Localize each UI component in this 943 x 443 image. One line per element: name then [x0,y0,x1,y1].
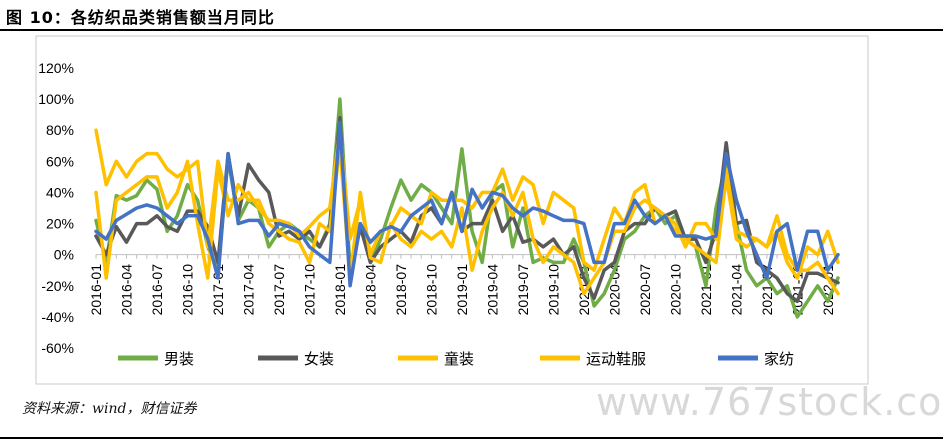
y-tick-label: -60% [41,340,74,356]
chart-frame [35,35,869,385]
x-axis: 2016-01 2016-04 2016-07 2016-10 2017-01 2017-… [88,254,839,316]
legend: 男装 女装 童装 运动鞋服 家纺 [118,350,794,368]
x-tick-label: 2019-01 [454,264,470,316]
series-line-2 [94,144,840,296]
series-lines [94,97,840,319]
x-tick-label: 2017-01 [210,264,226,316]
x-tick-label: 2018-07 [393,264,409,316]
watermark: www.767stock.com [596,380,943,424]
x-tick-label: 2020-10 [667,264,683,316]
x-tick-label: 2016-10 [179,264,195,316]
y-tick-label: 120% [38,60,74,76]
x-tick-label: 2017-10 [301,264,317,316]
x-tick-label: 2021-07 [759,264,775,316]
x-tick-label: 2021-04 [728,264,744,316]
y-tick-label: 20% [46,216,74,232]
series-line-4 [94,120,840,288]
y-tick-label: 60% [46,153,74,169]
y-tick-label: 80% [46,122,74,138]
legend-label-2: 童装 [444,350,474,368]
y-tick-label: 100% [38,91,74,107]
y-tick-label: 40% [46,184,74,200]
x-tick-label: 2020-07 [637,264,653,316]
y-tick-label: -20% [41,278,74,294]
x-tick-label: 2017-07 [271,264,287,316]
top-rule [0,29,943,31]
y-axis: -60% -40% -20% 0% 20% 40% 60% 80% 100% 120% [38,60,74,356]
y-tick-label: 0% [54,247,74,263]
x-tick-label: 2019-07 [515,264,531,316]
x-tick-label: 2016-07 [149,264,165,316]
bottom-rule [0,437,943,439]
y-tick-label: -40% [41,309,74,325]
x-tick-label: 2018-01 [332,264,348,316]
legend-label-1: 女装 [304,350,334,368]
x-tick-label: 2018-10 [423,264,439,316]
x-tick-label: 2019-10 [545,264,561,316]
x-tick-label: 2016-01 [88,264,104,316]
legend-label-0: 男装 [164,350,194,368]
x-tick-label: 2021-01 [698,264,714,316]
x-tick-label: 2016-04 [118,264,134,316]
legend-label-4: 家纺 [764,350,794,368]
source-note: 资料来源：wind，财信证券 [22,401,197,417]
x-tick-label: 2017-04 [240,264,256,316]
x-tick-label: 2018-04 [362,264,378,316]
x-tick-label: 2019-04 [484,264,500,316]
legend-label-3: 运动鞋服 [586,350,646,368]
chart-title: 图 10：各纺织品类销售额当月同比 [6,8,275,27]
